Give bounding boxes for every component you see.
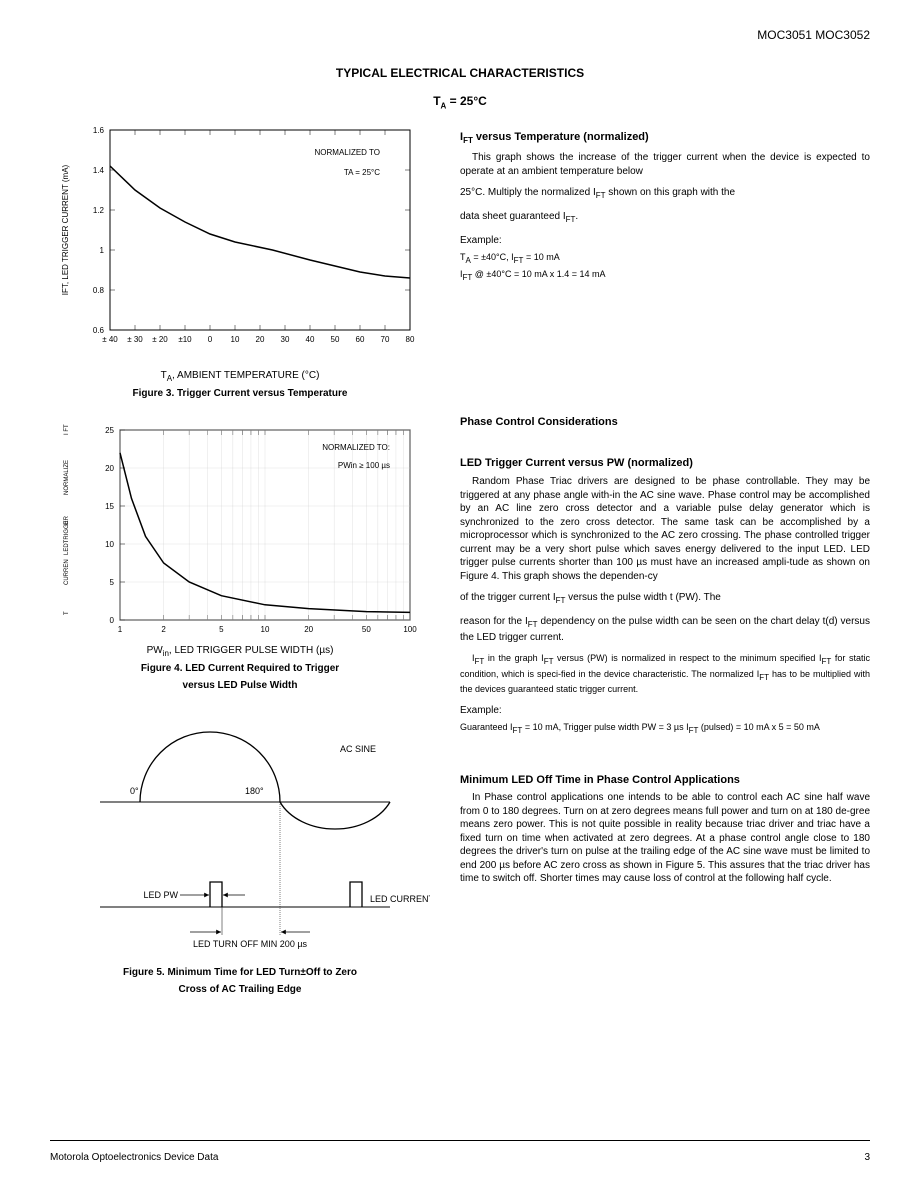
figure-5: 0° 180° AC SINE LED PW LED CURRENT LED TURN O… xyxy=(50,712,430,996)
svg-text:± 30: ± 30 xyxy=(127,335,143,344)
section3-p3: reason for the IFT dependency on the pul… xyxy=(460,615,870,644)
svg-text:NORMALIZE: NORMALIZE xyxy=(64,460,70,495)
section3-title: LED Trigger Current versus PW (normalize… xyxy=(460,456,870,471)
fig4-xlabel: PWin, LED TRIGGER PULSE WIDTH (µs) xyxy=(50,645,430,658)
example2-l1: Guaranteed IFT = 10 mA, Trigger pulse wi… xyxy=(460,721,870,737)
example2-label: Example: xyxy=(460,704,870,718)
svg-text:1.2: 1.2 xyxy=(93,206,105,215)
svg-text:0: 0 xyxy=(208,335,213,344)
section3-p2: of the trigger current IFT versus the pu… xyxy=(460,591,870,607)
svg-text:20: 20 xyxy=(105,464,114,473)
svg-text:0.8: 0.8 xyxy=(93,286,105,295)
svg-text:LED TURN OFF MIN 200 µs: LED TURN OFF MIN 200 µs xyxy=(193,939,308,949)
fig5-caption-1: Figure 5. Minimum Time for LED Turn±Off … xyxy=(50,966,430,979)
svg-text:PWin ≥ 100 µs: PWin ≥ 100 µs xyxy=(338,461,390,470)
section1-p1b: 25°C. Multiply the normalized IFT shown … xyxy=(460,186,870,202)
fig3-xlabel: TA, AMBIENT TEMPERATURE (°C) xyxy=(50,370,430,383)
svg-text:AC SINE: AC SINE xyxy=(340,744,376,754)
svg-text:D: D xyxy=(64,520,70,525)
svg-text:T: T xyxy=(64,611,70,615)
svg-text:5: 5 xyxy=(110,578,115,587)
section4-p1: In Phase control applications one intend… xyxy=(460,791,870,886)
svg-text:100: 100 xyxy=(403,625,417,634)
section1-p1a: This graph shows the increase of the tri… xyxy=(460,151,870,178)
svg-text:NORMALIZED TO: NORMALIZED TO xyxy=(315,148,381,157)
example1-l1: TA = ±40°C, IFT = 10 mA xyxy=(460,251,870,266)
svg-text:0: 0 xyxy=(110,616,115,625)
svg-text:IFT, LED TRIGGER CURRENT (mA): IFT, LED TRIGGER CURRENT (mA) xyxy=(61,165,70,296)
footer-left: Motorola Optoelectronics Device Data xyxy=(50,1152,218,1163)
svg-text:1: 1 xyxy=(100,246,105,255)
svg-text:1: 1 xyxy=(118,625,123,634)
fig4-caption-2: versus LED Pulse Width xyxy=(50,679,430,692)
svg-text:1.6: 1.6 xyxy=(93,126,105,135)
svg-text:± 20: ± 20 xyxy=(152,335,168,344)
svg-text:TA = 25°C: TA = 25°C xyxy=(344,168,380,177)
svg-text:10: 10 xyxy=(105,540,114,549)
figure-3: ± 40 ± 30 ± 20 ±10 0 10 20 30 40 50 60 70 80 0.6 0.8 1 1… xyxy=(50,120,430,400)
svg-text:80: 80 xyxy=(406,335,415,344)
svg-text:± 40: ± 40 xyxy=(102,335,118,344)
svg-text:180°: 180° xyxy=(245,786,264,796)
svg-text:0°: 0° xyxy=(130,786,139,796)
section4-title: Minimum LED Off Time in Phase Control Ap… xyxy=(460,773,870,788)
svg-text:30: 30 xyxy=(281,335,290,344)
svg-text:20: 20 xyxy=(256,335,265,344)
footer-right: 3 xyxy=(864,1152,870,1163)
section1-title: IFT versus Temperature (normalized) xyxy=(460,130,870,147)
section1-p1c: data sheet guaranteed IFT. xyxy=(460,210,870,226)
svg-text:LED CURRENT: LED CURRENT xyxy=(370,894,430,904)
svg-text:25: 25 xyxy=(105,426,114,435)
svg-text:50: 50 xyxy=(331,335,340,344)
part-numbers: MOC3051 MOC3052 xyxy=(757,28,870,42)
svg-text:20: 20 xyxy=(304,625,313,634)
example1-label: Example: xyxy=(460,234,870,248)
figure-4: 1251020501000510152025NORMALIZED TO:PWin… xyxy=(50,420,430,692)
svg-text:40: 40 xyxy=(306,335,315,344)
section3-p1: Random Phase Triac drivers are designed … xyxy=(460,475,870,583)
section2-title: Phase Control Considerations xyxy=(460,415,870,430)
svg-text:2: 2 xyxy=(161,625,166,634)
sub-title: TA = 25°C xyxy=(50,94,870,110)
svg-text:LED PW: LED PW xyxy=(143,890,178,900)
footer-line xyxy=(50,1140,870,1141)
example1-l2: IFT @ ±40°C = 10 mA x 1.4 = 14 mA xyxy=(460,268,870,283)
fig4-caption-1: Figure 4. LED Current Required to Trigge… xyxy=(50,662,430,675)
svg-text:70: 70 xyxy=(381,335,390,344)
fig5-caption-2: Cross of AC Trailing Edge xyxy=(50,983,430,996)
section3-p4: IFT in the graph IFT versus (PW) is norm… xyxy=(460,652,870,695)
svg-text:10: 10 xyxy=(261,625,270,634)
svg-text:1.4: 1.4 xyxy=(93,166,105,175)
svg-text:0.6: 0.6 xyxy=(93,326,105,335)
svg-text:50: 50 xyxy=(362,625,371,634)
svg-text:5: 5 xyxy=(219,625,224,634)
fig3-caption: Figure 3. Trigger Current versus Tempera… xyxy=(50,387,430,400)
svg-text:15: 15 xyxy=(105,502,114,511)
svg-text:60: 60 xyxy=(356,335,365,344)
svg-text:10: 10 xyxy=(231,335,240,344)
svg-text:I FT: I FT xyxy=(64,424,70,435)
svg-text:±10: ±10 xyxy=(178,335,192,344)
svg-text:NORMALIZED TO:: NORMALIZED TO: xyxy=(322,443,390,452)
main-title: TYPICAL ELECTRICAL CHARACTERISTICS xyxy=(50,66,870,80)
svg-text:CURREN: CURREN xyxy=(64,560,70,586)
